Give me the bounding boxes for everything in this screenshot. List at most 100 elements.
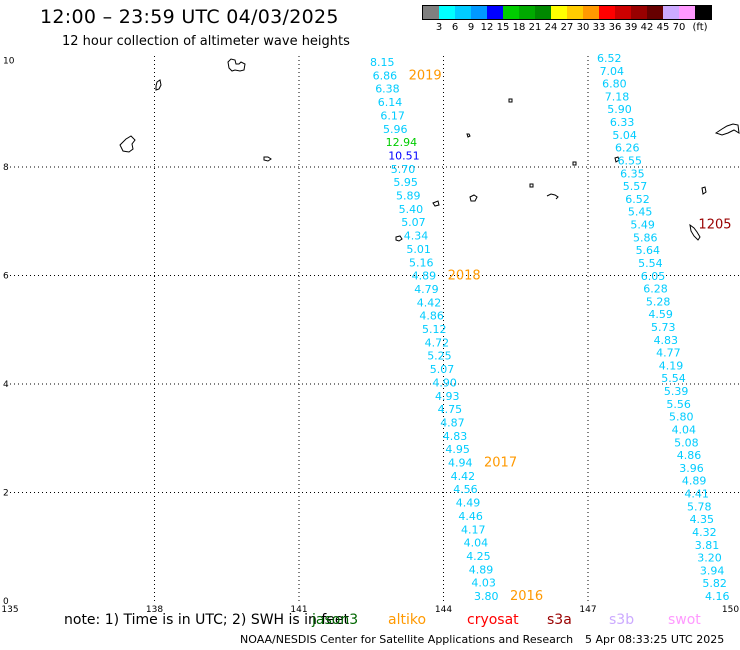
island-outline <box>701 186 707 195</box>
wave-height-value: 6.35 <box>620 167 645 180</box>
wave-height-value: 4.46 <box>458 510 483 523</box>
island-outline <box>432 200 440 207</box>
legend-swatches <box>422 5 712 20</box>
island-outline <box>714 123 740 136</box>
satellite-label: s3b <box>609 612 635 628</box>
legend-swatch <box>519 6 535 19</box>
wave-height-value: 4.59 <box>648 308 673 321</box>
wave-height-value: 5.80 <box>669 411 694 424</box>
wave-height-value: 5.49 <box>630 219 655 232</box>
wave-height-value: 5.08 <box>674 436 699 449</box>
wave-height-value: 6.52 <box>625 193 650 206</box>
satellite-label: cryosat <box>467 612 519 628</box>
map-subtitle: 12 hour collection of altimeter wave hei… <box>62 34 350 49</box>
wave-height-value: 6.55 <box>618 154 643 167</box>
x-tick-label: 150 <box>722 605 739 615</box>
wave-height-value: 5.78 <box>687 500 712 513</box>
wave-height-value: 4.19 <box>659 359 684 372</box>
wave-height-value: 6.26 <box>615 142 640 155</box>
wave-height-value: 6.52 <box>597 52 622 65</box>
color-legend: 3 6 9 12 15 18 21 24 27 30 33 36 39 42 45 70 (ft) <box>422 5 712 34</box>
y-tick-label: 10 <box>3 57 15 67</box>
legend-unit: (ft) <box>692 22 708 33</box>
wave-height-value: 5.40 <box>399 203 424 216</box>
wave-height-value: 5.01 <box>406 243 431 256</box>
island-outline <box>689 223 701 241</box>
wave-height-value: 4.94 <box>448 457 473 470</box>
legend-label: 21 <box>528 22 542 33</box>
wave-height-value: 4.35 <box>690 513 715 526</box>
wave-height-value: 5.28 <box>646 295 671 308</box>
wave-height-value: 3.96 <box>679 462 704 475</box>
wave-height-value: 5.73 <box>651 321 676 334</box>
wave-height-value: 4.83 <box>654 334 679 347</box>
wave-height-value: 4.95 <box>445 443 470 456</box>
wave-height-value: 10.51 <box>388 149 420 162</box>
satellite-label: swot <box>668 612 701 628</box>
wave-height-value: 4.16 <box>705 590 730 603</box>
legend-label: 3 <box>435 22 443 33</box>
wave-height-value: 4.32 <box>692 526 717 539</box>
x-tick-label: 144 <box>435 605 452 615</box>
wave-height-value: 6.05 <box>641 270 666 283</box>
wave-height-value: 4.89 <box>469 563 494 576</box>
altimeter-track: 6.527.046.807.185.906.335.046.266.556.35… <box>597 52 732 603</box>
wave-height-value: 5.96 <box>383 123 408 136</box>
island-outline <box>263 156 272 162</box>
wave-height-value: 6.33 <box>610 116 635 129</box>
legend-label: 24 <box>544 22 558 33</box>
legend-swatch <box>487 6 503 19</box>
legend-swatch <box>615 6 631 19</box>
satellite-label: s3a <box>547 612 572 628</box>
wave-height-value: 5.82 <box>702 577 727 590</box>
time-label: 2017 <box>484 456 517 471</box>
wave-height-value: 5.86 <box>633 231 658 244</box>
island-outline <box>529 183 534 188</box>
x-tick-label: 141 <box>290 605 307 615</box>
legend-swatch <box>551 6 567 19</box>
legend-label: 33 <box>592 22 606 33</box>
altimeter-tracks: 8.156.866.386.146.175.9612.9410.515.705.… <box>370 52 732 604</box>
wave-height-value: 5.04 <box>612 129 637 142</box>
legend-label: 18 <box>512 22 526 33</box>
legend-label: 27 <box>560 22 574 33</box>
legend-swatch <box>567 6 583 19</box>
legend-swatch <box>599 6 615 19</box>
wave-height-value: 4.86 <box>419 310 444 323</box>
wave-height-value: 4.77 <box>656 347 681 360</box>
wave-height-value: 3.80 <box>474 590 499 603</box>
satellite-label: altiko <box>388 612 427 628</box>
legend-swatch <box>647 6 663 19</box>
lat-lon-grid <box>10 56 740 601</box>
legend-swatch <box>663 6 679 19</box>
wave-height-value: 5.45 <box>628 206 653 219</box>
island-outline <box>614 156 620 163</box>
legend-label: 15 <box>496 22 510 33</box>
wave-height-value: 4.79 <box>414 283 439 296</box>
legend-labels: 3 6 9 12 15 18 21 24 27 30 33 36 39 42 45 70 (ft) <box>422 22 712 34</box>
wave-height-value: 3.94 <box>700 564 725 577</box>
wave-height-value: 4.04 <box>672 423 697 436</box>
wave-height-value: 4.93 <box>435 390 460 403</box>
legend-label: 70 <box>672 22 686 33</box>
wave-height-value: 5.07 <box>430 363 455 376</box>
legend-label: 45 <box>656 22 670 33</box>
island-outline <box>119 135 136 153</box>
wave-height-value: 5.56 <box>666 398 691 411</box>
wave-height-value: 4.72 <box>425 336 450 349</box>
generation-timestamp: 5 Apr 08:33:25 UTC 2025 <box>585 633 725 646</box>
wave-height-value: 4.89 <box>682 475 707 488</box>
wave-height-value: 4.17 <box>461 523 486 536</box>
wave-height-value: 4.04 <box>464 537 489 550</box>
legend-swatch <box>631 6 647 19</box>
legend-swatch <box>679 6 695 19</box>
island-outline <box>469 194 478 202</box>
wave-height-value: 5.25 <box>427 350 452 363</box>
wave-height-value: 6.86 <box>373 69 398 82</box>
footer-note: note: 1) Time is in UTC; 2) SWH is in fe… <box>64 612 350 628</box>
credit-line: NOAA/NESDIS Center for Satellite Applica… <box>240 633 574 646</box>
legend-label: 9 <box>467 22 475 33</box>
island-outline <box>155 79 162 91</box>
wave-height-value: 8.15 <box>370 56 395 69</box>
